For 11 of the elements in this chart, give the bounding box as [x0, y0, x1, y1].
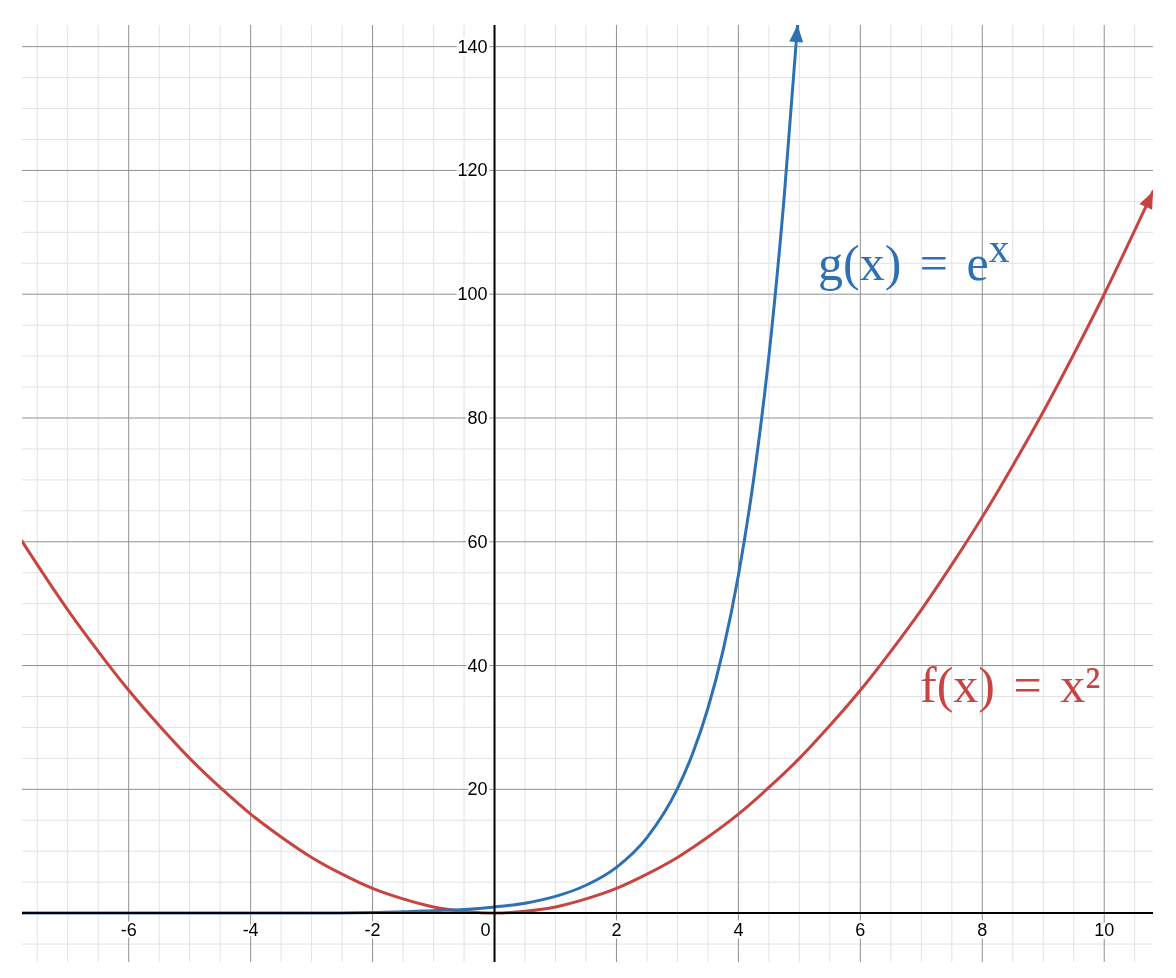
x-tick-label: 6	[855, 920, 866, 941]
x-tick-label: 2	[611, 920, 622, 941]
y-tick-label: 140	[457, 36, 488, 57]
x-tick-label: 4	[733, 920, 744, 941]
x-tick-label: 8	[977, 920, 988, 941]
y-tick-label: 120	[457, 160, 488, 181]
x-tick-label: 10	[1094, 920, 1115, 941]
x-tick-label: -2	[364, 920, 381, 941]
x-tick-label: 0	[480, 920, 491, 941]
x-tick-label: -4	[242, 920, 259, 941]
x-tick-label: -6	[120, 920, 137, 941]
